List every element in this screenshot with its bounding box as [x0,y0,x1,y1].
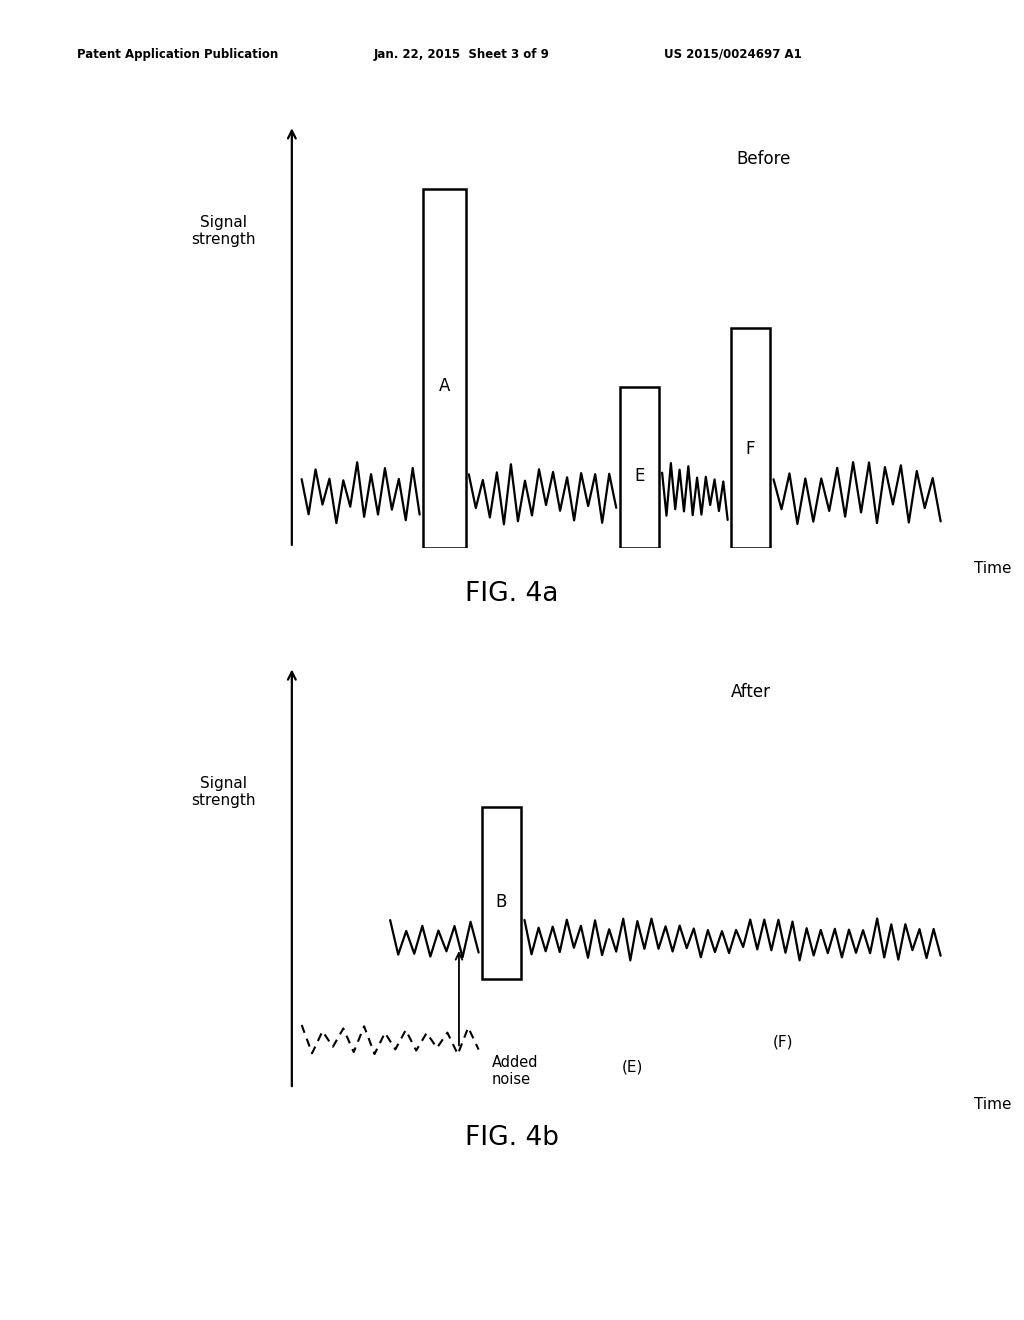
Text: A: A [438,378,450,395]
Text: F: F [745,440,756,458]
Bar [731,329,770,548]
Text: FIG. 4a: FIG. 4a [465,581,559,607]
Text: (F): (F) [773,1035,794,1049]
Text: Added
noise: Added noise [492,1055,539,1086]
Bar [482,808,521,979]
Text: Before: Before [736,150,791,168]
Text: Patent Application Publication: Patent Application Publication [77,48,279,61]
Text: (E): (E) [622,1060,643,1074]
Text: After: After [730,682,771,701]
Text: Time: Time [974,1097,1012,1113]
Text: Jan. 22, 2015  Sheet 3 of 9: Jan. 22, 2015 Sheet 3 of 9 [374,48,550,61]
Text: FIG. 4b: FIG. 4b [465,1125,559,1151]
Text: E: E [634,466,644,484]
Text: Time: Time [974,561,1012,577]
Text: US 2015/0024697 A1: US 2015/0024697 A1 [664,48,802,61]
Text: B: B [496,894,507,911]
Bar [423,189,466,548]
Bar [620,387,658,548]
Text: Signal
strength: Signal strength [190,215,255,247]
Text: Signal
strength: Signal strength [190,776,255,808]
